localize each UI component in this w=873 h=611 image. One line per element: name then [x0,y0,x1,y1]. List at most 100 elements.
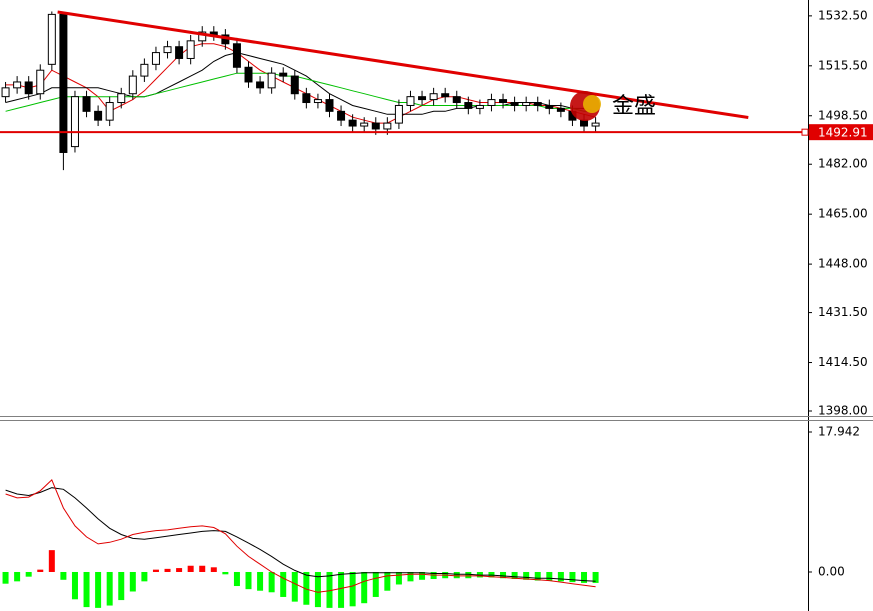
price-pane: 1492.91 金盛 [0,10,873,171]
candle-body [371,122,380,130]
price-tag-label: 1492.91 [818,126,868,140]
candle-body [533,102,542,106]
histogram-bar [129,571,136,592]
y-tick-label: 0.00 [818,564,845,578]
y-tick-label: 1465.00 [818,207,868,221]
candle-body [302,93,311,104]
candle-body [441,93,450,98]
y-tick-label: 1482.00 [818,157,868,171]
candle-body [394,104,403,124]
candle-body [163,46,172,54]
histogram-bar [546,571,553,581]
candle-body [360,122,369,127]
histogram-bar [210,567,217,572]
y-tick-label: 1515.50 [818,58,868,72]
candle-body [151,52,160,65]
ma-line [5,72,596,112]
ma-line [5,487,596,582]
watermark-logo-inner [583,95,601,113]
histogram-bar [118,571,125,601]
candle-body [290,75,299,95]
histogram-bar [25,571,32,577]
candle-body [348,119,357,127]
watermark: 金盛 [612,94,656,119]
histogram-bar [511,571,518,580]
candle-body [545,104,554,109]
histogram-bar [245,571,252,590]
candle-body [418,96,427,101]
histogram-bar [48,550,55,572]
candle-body [406,96,415,106]
histogram-bar [361,571,368,604]
y-tick-label: 1431.50 [818,305,868,319]
candle-body [13,81,22,89]
histogram-bar [280,571,287,597]
candle-body [256,81,265,89]
histogram-bar [465,571,472,579]
ma-line [5,479,596,593]
histogram-bar [581,571,588,583]
candle-body [510,102,519,106]
histogram-bar [384,571,391,591]
trendline [57,10,749,119]
candle-body [128,75,137,95]
candle-body [499,99,508,104]
histogram-bar [569,571,576,583]
y-tick-label: 1414.50 [818,355,868,369]
level-marker [801,128,809,136]
candle-body [383,122,392,130]
histogram-bar [326,571,333,608]
histogram-bar [71,571,78,600]
histogram-bar [187,565,194,572]
histogram-bar [60,571,67,580]
candle-body [232,43,241,68]
y-tick-label: 17.942 [818,424,860,438]
y-tick-label: 1532.50 [818,8,868,22]
candle-body [24,81,33,95]
candle-body [267,72,276,89]
histogram-bar [407,571,414,582]
candle-body [475,104,484,109]
macd-pane [2,479,599,608]
candle-body [556,107,565,112]
histogram-bar [453,571,460,579]
ma-line [5,43,596,124]
candle-body [591,122,600,127]
candle-body [325,99,334,112]
histogram-bar [141,571,148,582]
histogram-bar [534,571,541,581]
histogram-bar [592,571,599,583]
candle-body [94,110,103,121]
candle-body [105,102,114,121]
candle-body [244,66,253,83]
histogram-bar [395,571,402,585]
histogram-bar [152,569,159,572]
histogram-bar [257,571,264,591]
histogram-bar [419,571,426,580]
histogram-bar [314,571,321,608]
histogram-bar [2,571,9,584]
candle-body [175,46,184,59]
histogram-bar [233,571,240,587]
histogram-bar [500,571,507,579]
histogram-bar [338,571,345,608]
histogram-bar [176,568,183,572]
candle-body [82,96,91,112]
candle-body [36,69,45,95]
histogram-bar [14,571,21,582]
y-tick-label: 1398.00 [818,404,868,418]
histogram-bar [523,571,530,580]
candle-body [186,40,195,59]
histogram-bar [557,571,564,582]
histogram-bar [106,571,113,606]
price-tag [809,124,873,141]
y-tick-label: 1498.50 [818,108,868,122]
candle-body [279,72,288,77]
histogram-bar [303,571,310,605]
candle-body [452,96,461,104]
histogram-bar [268,571,275,593]
histogram-bar [199,565,206,572]
